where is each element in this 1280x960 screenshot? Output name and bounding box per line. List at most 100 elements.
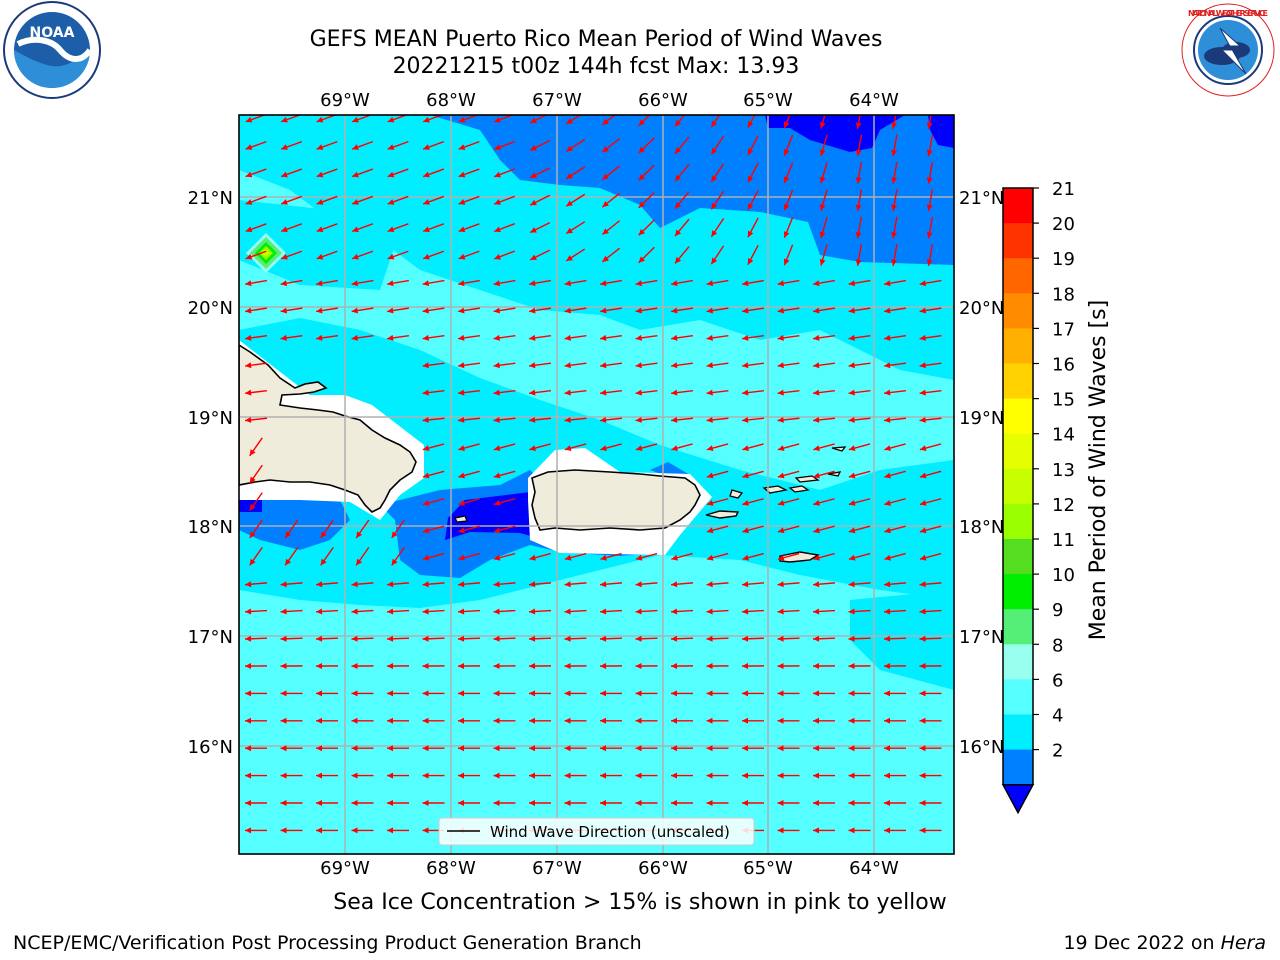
wind-arrow-head [777,307,785,314]
wind-arrow-head [706,772,713,779]
colorbar-tick-label: 12 [1052,495,1075,516]
wind-arrow-head [352,253,359,260]
wind-arrow-head [493,445,501,451]
wind-arrow-head [777,362,784,369]
wind-arrow-head [671,445,678,451]
colorbar-segment [1003,749,1033,786]
wind-arrow-head [635,416,642,423]
wind-arrow-head [494,199,501,205]
wind-arrow-head [742,800,748,806]
lat-label: 20°N [188,298,233,319]
wind-arrow-head [706,280,714,287]
wind-arrow-head [422,416,429,423]
wind-arrow-head [529,416,536,423]
wind-arrow-head [564,416,571,423]
wind-arrow-head [458,307,465,314]
wind-arrow-head [671,663,678,670]
wind-arrow-head [635,581,642,588]
wind-arrow-head [855,204,862,212]
wind-arrow-head [281,116,288,123]
wind-arrow-head [813,690,819,697]
lat-labels-right: 21°N 20°N 19°N 18°N 17°N 16°N [959,188,1004,758]
wind-arrow-head [742,389,749,396]
wind-arrow-head [674,174,682,182]
lat-label: 21°N [188,188,233,209]
wind-arrow-head [564,581,571,588]
wind-arrow-head [316,334,323,341]
wind-arrow-head [742,772,748,779]
colorbar-segment [1003,714,1033,751]
wind-arrow-head [884,608,891,615]
wind-arrow-head [671,554,678,561]
wind-arrow-head [564,280,572,287]
wind-arrow-head [884,362,891,369]
wind-arrow-head [458,389,465,396]
wind-arrow-head [919,280,927,287]
wind-arrow-head [249,531,256,539]
wind-arrow-head [316,717,322,724]
wind-arrow-head [674,119,682,127]
wind-arrow-head [280,663,287,670]
noaa-logo-text: NOAA [30,25,75,41]
wind-arrow-head [245,144,253,150]
wind-arrow-head [600,635,607,642]
lat-label: 19°N [959,408,1004,429]
wind-arrow-head [529,663,536,670]
wind-arrow-head [493,472,501,479]
colorbar: 21 20 19 18 17 16 15 14 13 12 11 10 9 8 6 4 2 [1001,179,1075,815]
wind-arrow-head [320,531,327,539]
colorbar-tick-label: 17 [1052,319,1075,340]
wind-arrow-head [566,227,573,234]
wind-arrow-head [819,176,826,184]
wind-arrow-head [564,334,571,341]
wind-arrow-head [777,334,784,341]
wind-arrow-head [316,635,323,642]
wind-arrow-head [884,389,891,396]
wind-arrow-head [281,199,288,205]
wind-arrow-head [674,229,682,237]
wind-arrow-head [635,307,643,314]
wind-arrow-head [884,334,891,341]
wind-arrow-head [387,280,394,287]
wind-arrow-head [493,334,500,341]
wind-arrow-head [848,362,855,369]
wind-arrow-head [777,389,784,396]
colorbar-segment [1003,188,1033,224]
lat-label: 20°N [959,298,1004,319]
wind-arrow-head [671,608,678,615]
wind-arrow-head [635,690,642,697]
lon-label: 69°W [320,90,370,111]
wind-arrow-head [249,449,256,456]
wind-arrow-head [494,116,501,123]
wind-arrow-head [458,472,465,479]
wind-arrow-head [848,690,855,697]
wind-arrow-head [458,800,464,806]
wind-arrow-head [316,226,324,233]
wind-arrow-head [493,663,500,670]
wind-arrow-head [530,254,537,260]
wind-arrow-head [529,389,536,396]
wind-arrow-head [600,608,607,615]
wind-arrow-head [564,389,571,396]
colorbar-segment [1003,433,1033,470]
wind-arrow-head [777,827,784,834]
wind-arrow-head [530,172,537,178]
wind-arrow-head [919,663,926,670]
wind-arrow-head [316,307,323,314]
colorbar-tick-label: 13 [1052,460,1075,481]
wind-arrow-head [458,717,464,724]
wind-arrow-head [423,199,430,205]
wind-arrow-head [245,663,252,670]
wind-arrow-head [919,527,927,534]
wind-arrow-head [493,635,500,642]
wind-arrow-head [742,445,749,451]
wind-arrow-head [813,581,820,588]
wind-arrow-head [458,445,465,451]
wind-arrow-head [316,800,322,806]
wind-arrow-head [813,800,819,806]
wind-arrow-head [706,554,714,561]
wind-arrow-head [848,527,856,534]
wind-arrow-head [919,772,926,779]
wind-arrow-head [600,389,607,396]
wind-arrow-head [848,635,855,642]
